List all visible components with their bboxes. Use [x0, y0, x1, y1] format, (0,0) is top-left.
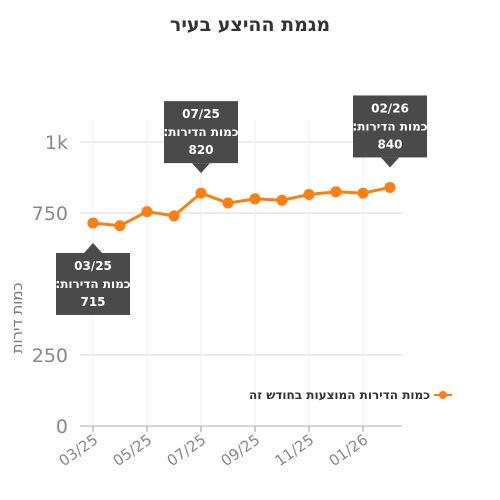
- callout-text: 03/25: [74, 259, 112, 273]
- data-point[interactable]: [303, 189, 315, 201]
- data-point[interactable]: [384, 181, 396, 193]
- x-tick-label: 09/25: [218, 431, 264, 471]
- data-point[interactable]: [357, 187, 369, 199]
- callout-tooltip: 03/25 כמות הדירות: 715: [55, 242, 131, 315]
- callout-tooltip: 07/25 כמות הדירות: 820: [163, 101, 239, 174]
- data-point[interactable]: [222, 197, 234, 209]
- callout-tooltip: 02/26 כמות הדירות: 840: [352, 95, 428, 168]
- x-tick-label: 05/25: [110, 431, 156, 471]
- callout-text: כמות הדירות:: [352, 119, 427, 133]
- callout-text: 840: [377, 137, 402, 151]
- callout-text: 07/25: [182, 107, 220, 121]
- callout-pointer: [84, 242, 102, 253]
- legend[interactable]: כמות הדירות המוצעות בחודש זה: [249, 388, 452, 402]
- data-point[interactable]: [249, 193, 261, 205]
- data-point[interactable]: [114, 220, 126, 232]
- data-point[interactable]: [168, 210, 180, 222]
- data-point[interactable]: [87, 217, 99, 229]
- y-tick-label: 750: [32, 203, 68, 225]
- callout-text: כמות הדירות:: [163, 125, 238, 139]
- x-tick-label: 01/26: [326, 431, 372, 471]
- callout-box: [56, 252, 130, 315]
- data-point[interactable]: [141, 206, 153, 218]
- series-line: [92, 185, 391, 228]
- callout-box: [353, 95, 427, 158]
- legend-marker-icon: [434, 390, 452, 400]
- callout-pointer: [381, 157, 399, 168]
- series-line-path: [92, 185, 391, 228]
- x-tick-label: 11/25: [272, 431, 318, 471]
- chart-title: מגמת ההיצע בעיר: [169, 14, 331, 36]
- data-point[interactable]: [276, 194, 288, 206]
- callout-pointer: [192, 163, 210, 174]
- callout-text: 715: [80, 295, 105, 309]
- y-axis-label: כמות דירות: [8, 283, 26, 354]
- x-tick-label: 07/25: [164, 431, 210, 471]
- callout-text: 820: [188, 143, 213, 157]
- data-point[interactable]: [195, 187, 207, 199]
- callout-box: [164, 101, 238, 164]
- callout-text: כמות הדירות:: [55, 277, 130, 291]
- y-tick-label: 0: [56, 416, 68, 438]
- callout-text: 02/26: [371, 101, 409, 115]
- data-points: [87, 181, 396, 232]
- y-tick-label: 1k: [45, 132, 68, 154]
- y-tick-label: 250: [32, 345, 68, 367]
- data-point[interactable]: [330, 186, 342, 198]
- callouts: 03/25 כמות הדירות: 715 07/25 כמות הדירות: 820…: [55, 95, 428, 315]
- legend-label: כמות הדירות המוצעות בחודש זה: [249, 388, 430, 402]
